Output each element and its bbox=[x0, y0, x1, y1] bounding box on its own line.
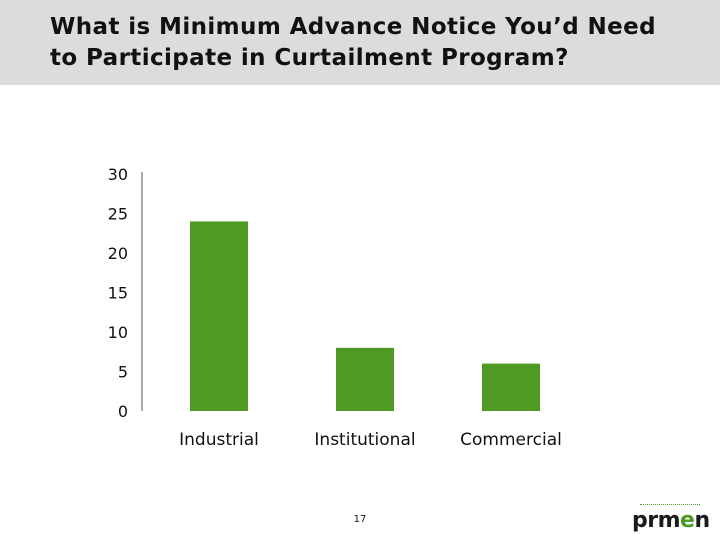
y-tick-label: 15 bbox=[108, 284, 128, 303]
y-axis-tick-labels: 0 5 10 15 20 25 30 bbox=[108, 165, 128, 421]
slide-title-line-1: What is Minimum Advance Notice You’d Nee… bbox=[50, 14, 656, 40]
y-tick-label: 30 bbox=[108, 165, 128, 184]
y-tick-label: 5 bbox=[118, 363, 128, 382]
y-tick-label: 25 bbox=[108, 205, 128, 224]
x-category-label: Industrial bbox=[179, 430, 259, 450]
prmen-logo: prmen bbox=[632, 508, 710, 533]
x-category-label: Commercial bbox=[460, 430, 562, 450]
logo-text-1: prm bbox=[632, 508, 681, 533]
title-band bbox=[0, 0, 720, 85]
y-tick-label: 0 bbox=[118, 402, 128, 421]
slide-title: What is Minimum Advance Notice You’d Nee… bbox=[50, 12, 720, 74]
bars bbox=[190, 221, 540, 411]
y-tick-label: 20 bbox=[108, 244, 128, 263]
bar-commercial bbox=[482, 363, 540, 411]
slide-title-line-2: to Participate in Curtailment Program? bbox=[50, 45, 569, 71]
bar-industrial bbox=[190, 221, 248, 411]
logo-text-2: e bbox=[680, 508, 695, 533]
page-number: 17 bbox=[353, 514, 367, 525]
x-axis-category-labels: Industrial Institutional Commercial bbox=[179, 430, 562, 450]
y-tick-label: 10 bbox=[108, 323, 128, 342]
x-category-label: Institutional bbox=[314, 430, 415, 450]
logo-text-3: n bbox=[694, 508, 710, 533]
bar-institutional bbox=[336, 347, 394, 411]
logo-dots bbox=[640, 504, 700, 507]
